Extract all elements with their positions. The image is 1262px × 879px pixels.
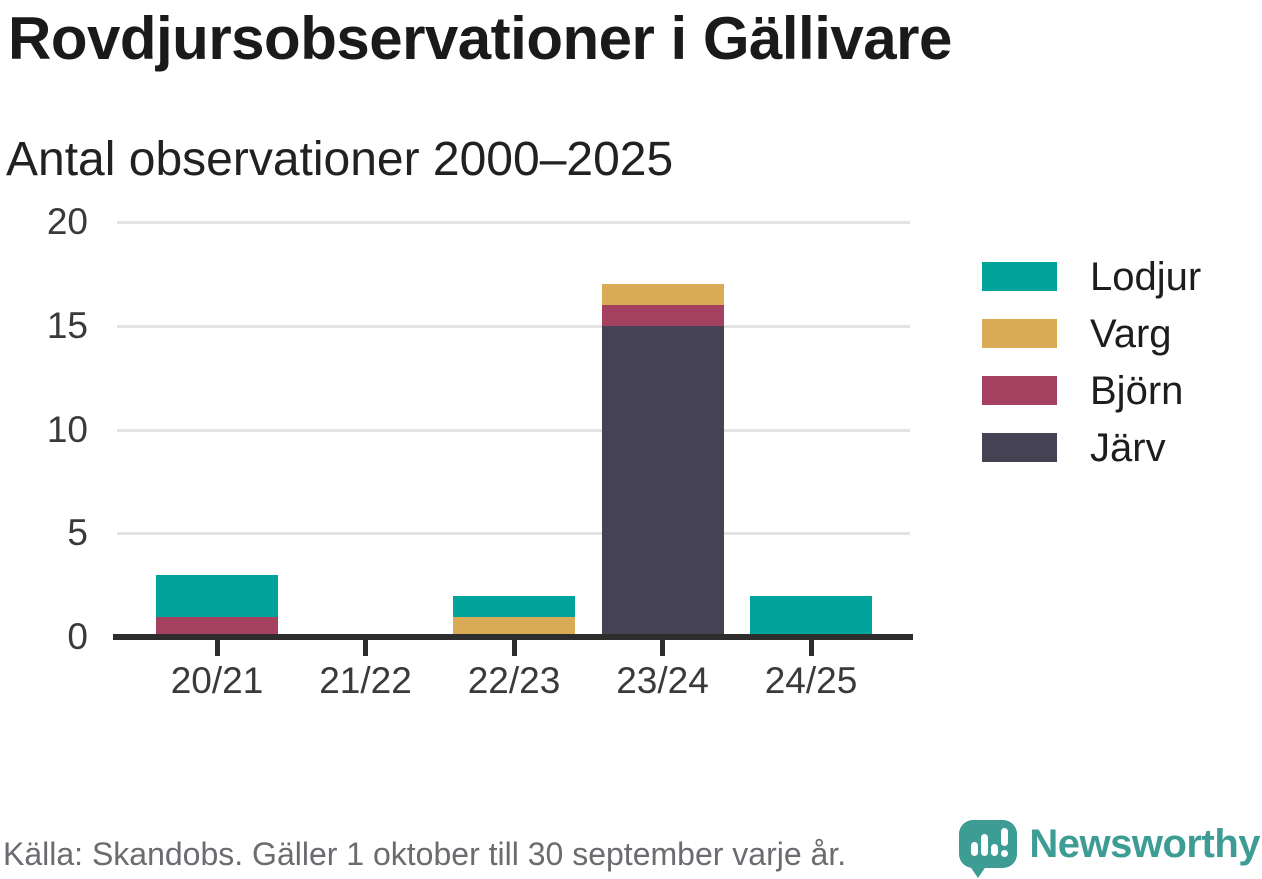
brand-name: Newsworthy (1029, 822, 1260, 866)
bar-segment-Lodjur-22/23 (453, 596, 575, 617)
y-tick-label-20: 20 (46, 201, 88, 242)
x-tick-21/22 (363, 640, 368, 656)
legend-label-Varg: Varg (1090, 311, 1172, 356)
bar-segment-Lodjur-20/21 (156, 575, 278, 617)
footer: Källa: Skandobs. Gäller 1 oktober till 3… (0, 818, 1262, 879)
bar-segment-Björn-23/24 (601, 305, 724, 326)
legend-swatch-Lodjur (982, 262, 1057, 291)
bar-segment-Varg-22/23 (453, 616, 575, 637)
x-tick-label-20/21: 20/21 (170, 660, 264, 701)
x-tick-label-22/23: 22/23 (467, 660, 561, 701)
legend-item-Varg: Varg (982, 314, 1201, 354)
x-tick-22/23 (511, 640, 517, 656)
plot-area (117, 221, 910, 638)
x-tick-label-24/25: 24/25 (764, 660, 858, 701)
legend-item-Lodjur: Lodjur (982, 257, 1201, 297)
legend-swatch-Björn (982, 376, 1057, 405)
y-tick-label-10: 10 (46, 408, 88, 450)
newsworthy-logo-icon (959, 818, 1018, 878)
y-tick-label-15: 15 (46, 304, 88, 346)
legend-swatch-Varg (982, 319, 1057, 348)
bar-segment-Varg-23/24 (601, 284, 724, 305)
chart-title: Rovdjursobservationer i Gällivare (8, 5, 952, 72)
x-tick-label-23/24: 23/24 (616, 660, 709, 701)
logo-bar-chart-icon (981, 834, 989, 856)
x-tick-24/25 (808, 640, 814, 656)
legend-item-Järv: Järv (982, 428, 1201, 468)
logo-bar-chart-icon (971, 842, 979, 856)
y-tick-label-5: 5 (67, 512, 88, 554)
x-tick-20/21 (214, 640, 220, 656)
legend: Lodjur Varg Björn Järv (982, 257, 1201, 490)
source-note: Källa: Skandobs. Gäller 1 oktober till 3… (3, 836, 847, 872)
gridline-20 (117, 221, 910, 224)
brand-lockup: Newsworthy (959, 818, 1260, 878)
gridline-15 (117, 324, 910, 328)
bar-segment-Björn-20/21 (156, 616, 278, 637)
gridline-5 (117, 532, 910, 536)
speech-bubble-tail (967, 862, 990, 878)
logo-exclamation-dot-icon (1001, 850, 1009, 857)
x-axis-line (113, 634, 913, 640)
legend-label-Järv: Järv (1090, 425, 1166, 470)
x-tick-label-21/22: 21/22 (319, 660, 412, 701)
logo-exclamation-icon (1001, 828, 1009, 846)
legend-swatch-Järv (982, 433, 1057, 462)
gridline-10 (117, 428, 910, 432)
bar-segment-Lodjur-24/25 (750, 596, 872, 638)
legend-label-Björn: Björn (1090, 368, 1184, 413)
legend-item-Björn: Björn (982, 371, 1201, 411)
speech-bubble-shape (959, 820, 1018, 868)
legend-label-Lodjur: Lodjur (1090, 254, 1202, 299)
x-tick-23/24 (660, 640, 665, 656)
logo-bar-chart-icon (991, 844, 999, 856)
y-tick-label-0: 0 (67, 616, 88, 657)
bar-segment-Järv-23/24 (601, 326, 724, 637)
chart-subtitle: Antal observationer 2000–2025 (6, 133, 674, 186)
